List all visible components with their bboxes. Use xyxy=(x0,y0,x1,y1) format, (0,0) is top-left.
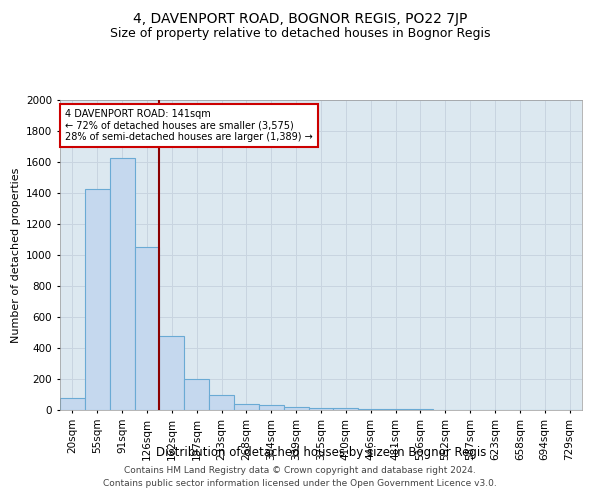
Bar xyxy=(308,408,334,410)
Bar xyxy=(259,406,284,410)
Bar xyxy=(284,407,308,410)
Bar xyxy=(134,247,160,410)
Text: 4, DAVENPORT ROAD, BOGNOR REGIS, PO22 7JP: 4, DAVENPORT ROAD, BOGNOR REGIS, PO22 7J… xyxy=(133,12,467,26)
Bar xyxy=(334,408,358,410)
Bar xyxy=(234,404,259,410)
Text: Distribution of detached houses by size in Bognor Regis: Distribution of detached houses by size … xyxy=(156,446,486,459)
Bar xyxy=(60,398,85,410)
Y-axis label: Number of detached properties: Number of detached properties xyxy=(11,168,20,342)
Bar xyxy=(358,409,383,410)
Bar xyxy=(383,409,408,410)
Bar xyxy=(209,394,234,410)
Text: Contains HM Land Registry data © Crown copyright and database right 2024.
Contai: Contains HM Land Registry data © Crown c… xyxy=(103,466,497,487)
Bar xyxy=(184,379,209,410)
Text: 4 DAVENPORT ROAD: 141sqm
← 72% of detached houses are smaller (3,575)
28% of sem: 4 DAVENPORT ROAD: 141sqm ← 72% of detach… xyxy=(65,110,313,142)
Bar xyxy=(110,158,134,410)
Bar xyxy=(85,189,110,410)
Bar xyxy=(160,336,184,410)
Text: Size of property relative to detached houses in Bognor Regis: Size of property relative to detached ho… xyxy=(110,28,490,40)
